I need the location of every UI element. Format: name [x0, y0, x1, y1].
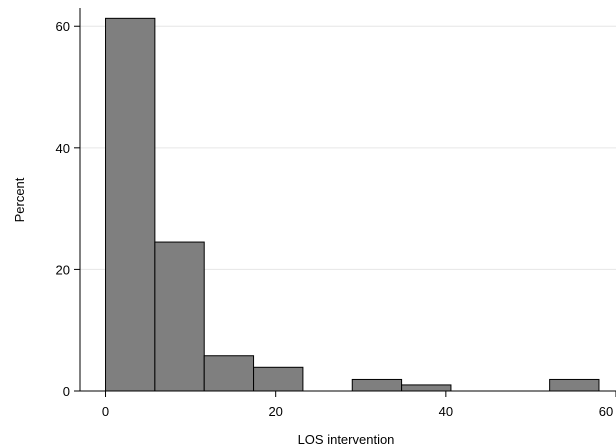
x-tick-label-1: 20: [268, 404, 282, 419]
histogram-bar-3: [253, 366, 304, 392]
histogram-bar-6: [401, 384, 452, 392]
histogram-bar-2: [203, 355, 255, 392]
axes: [79, 8, 616, 392]
histogram-bar-1: [154, 241, 205, 392]
y-tick-label-0: 0: [63, 384, 70, 399]
x-tick-label-3: 60: [599, 404, 613, 419]
y-tick-label-3: 60: [56, 19, 70, 34]
histogram-bar-9: [549, 378, 600, 392]
x-axis-label: LOS intervention: [298, 432, 395, 447]
y-tick-label-2: 40: [56, 141, 70, 156]
x-axis-ticks: 0 20 40 60: [102, 391, 616, 419]
histogram-bar-0: [105, 17, 156, 392]
histogram-bars: [105, 17, 600, 392]
y-axis-label: Percent: [12, 177, 27, 222]
gridlines: [80, 25, 616, 270]
x-tick-label-0: 0: [102, 404, 109, 419]
x-tick-label-2: 40: [439, 404, 453, 419]
y-axis-ticks: 0 20 40 60: [56, 19, 80, 399]
histogram-bar-5: [351, 378, 403, 392]
y-tick-label-1: 20: [56, 262, 70, 277]
